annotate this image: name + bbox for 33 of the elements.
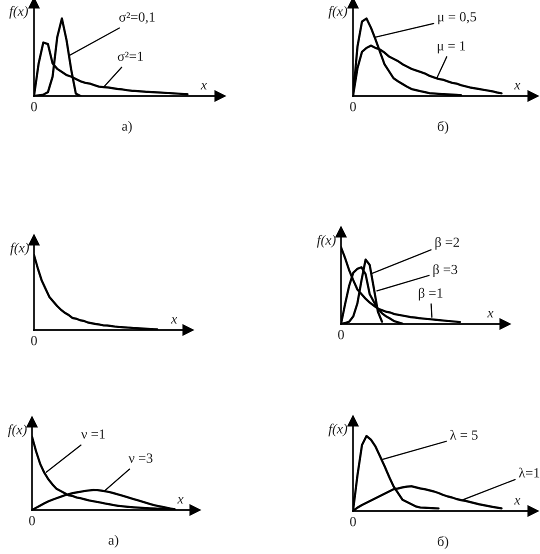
y-axis-title: f(x) (328, 424, 348, 436)
annotation: λ = 5 (450, 430, 478, 440)
annotation: β =1 (418, 288, 442, 301)
x-axis-title: x (177, 497, 184, 504)
text: 0 (350, 102, 356, 112)
annotation: β =3 (433, 264, 458, 277)
y-axis-title: f(x) (10, 242, 29, 256)
annotation: μ = 1 (438, 41, 466, 54)
text: 0 (350, 516, 356, 526)
x-axis-title: x (514, 82, 520, 90)
annotation: ν =1 (81, 429, 105, 439)
x-axis-title: x (170, 317, 178, 324)
text: а) (108, 535, 118, 548)
annotation: λ=1 (518, 468, 540, 478)
annotation: β =2 (435, 237, 460, 250)
x-axis-title: x (487, 310, 494, 318)
text: 0 (31, 102, 37, 112)
text: а) (122, 121, 132, 134)
annotation: ν =3 (128, 453, 152, 463)
annotation: μ = 0,5 (438, 12, 476, 24)
y-axis-title: f(x) (316, 234, 336, 248)
x-axis-title: x (514, 498, 520, 504)
annotation: σ²=0,1 (119, 12, 155, 24)
x-axis-title: x (200, 82, 207, 90)
text: 0 (31, 336, 37, 346)
y-axis-title: f(x) (9, 6, 28, 19)
text: б) (438, 536, 448, 549)
text: 0 (338, 330, 344, 340)
y-axis-title: f(x) (328, 6, 348, 19)
text: б) (438, 121, 448, 134)
annotation: σ²=1 (118, 52, 143, 62)
text: 0 (29, 516, 35, 526)
y-axis-title: f(x) (8, 424, 27, 438)
